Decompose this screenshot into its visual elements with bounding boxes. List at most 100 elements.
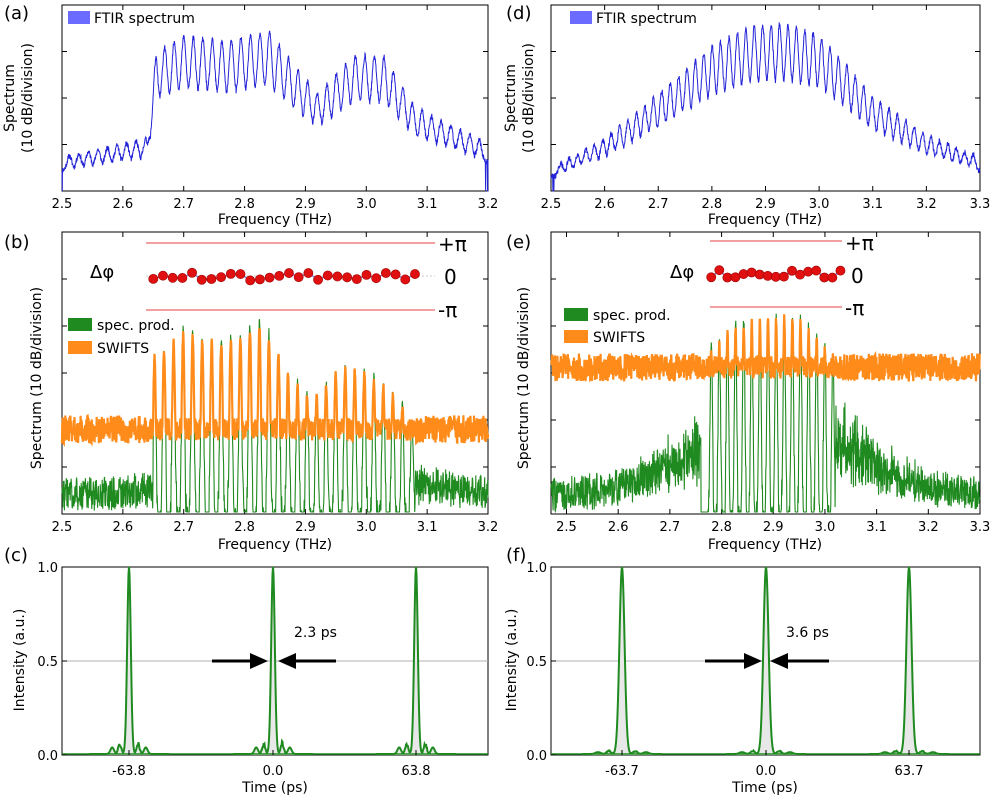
panel-b-phase-point xyxy=(196,274,207,285)
panel-c-fwhm-label: 2.3 ps xyxy=(294,625,337,641)
panel-a-x-tick-label: 2.7 xyxy=(173,197,194,212)
panel-a-ftir-trace xyxy=(61,30,489,192)
panel-e-phase-point xyxy=(779,271,789,282)
panel-e-phase-point xyxy=(714,265,725,276)
panel-b-phase-point xyxy=(187,267,197,278)
panel-a-ylabel-line2: (10 dB/division) xyxy=(20,43,36,153)
panel-b-phase-point xyxy=(371,273,382,284)
panel-e-xlabel: Frequency (THz) xyxy=(708,537,822,553)
panel-f-xlabel: Time (ps) xyxy=(731,780,798,796)
panel-a-legend-label: FTIR spectrum xyxy=(94,11,195,27)
panel-e-phase-point xyxy=(762,270,773,281)
panel-c-pulses xyxy=(62,566,488,755)
panel-f-pulse-fill xyxy=(726,567,806,755)
panel-f-label: (f) xyxy=(506,545,526,566)
panel-b-phase-point xyxy=(380,268,391,278)
panel-c-label: (c) xyxy=(4,545,28,566)
panel-e-phase-points xyxy=(706,265,846,283)
panel-e-phase-point xyxy=(746,267,757,278)
panel-e-minus-pi: -π xyxy=(845,296,864,320)
panel-e-legend-swatch-spec xyxy=(564,308,588,321)
panel-e-x-tick-label: 2.9 xyxy=(763,520,784,535)
panel-b-ticks xyxy=(61,232,489,514)
panel-b-phase-point xyxy=(264,272,275,283)
panel-b-phase-point xyxy=(390,269,401,280)
panel-e-label: (e) xyxy=(506,232,531,253)
panel-b-phase-point xyxy=(225,268,236,279)
panel-b-phase-point xyxy=(284,268,294,278)
panel-f-pulse-2 xyxy=(726,566,806,755)
panel-b-phase-points xyxy=(148,267,420,286)
panel-e-legend-swatch-swifts xyxy=(564,330,588,343)
panel-d-x-tick-label: 2.7 xyxy=(648,197,669,212)
panel-d-x-tick-label: 3.2 xyxy=(916,197,937,212)
panel-f-ticks xyxy=(551,566,910,756)
panel-f-y-tick-label: 0.5 xyxy=(526,655,547,670)
panel-c-pulse-fill xyxy=(376,567,456,755)
panel-a-x-tick-label: 2.5 xyxy=(52,197,73,212)
panel-b-ylabel: Spectrum (10 dB/division) xyxy=(29,287,45,469)
panel-b-x-tick-label: 2.7 xyxy=(173,520,194,535)
panel-b-legend-swifts: SWIFTS xyxy=(97,341,149,357)
panel-a-xlabel: Frequency (THz) xyxy=(218,212,332,228)
panel-e-x-tick-label: 3.0 xyxy=(815,520,836,535)
panel-b-phase-point xyxy=(167,272,178,283)
panel-c-y-tick-label: 0.5 xyxy=(37,655,58,670)
panel-e-x-tick-label: 2.8 xyxy=(711,520,732,535)
panel-b-phase-point xyxy=(206,274,217,284)
panel-d-x-tick-label: 3.1 xyxy=(862,197,883,212)
panel-f-x-tick-labels: -63.7 0.0 63.7 xyxy=(605,764,923,779)
panel-a-x-tick-label: 2.8 xyxy=(234,197,255,212)
panel-e-phase-point xyxy=(738,269,749,279)
panel-c-left-arrow-head xyxy=(250,653,268,669)
panel-b-spec-prod-trace xyxy=(61,318,489,514)
panel-e-x-tick-label: 2.5 xyxy=(556,520,577,535)
panel-c-xlabel: Time (ps) xyxy=(241,780,308,796)
panel-a-x-tick-label: 3.2 xyxy=(478,197,499,212)
panel-e-x-tick-label: 3.2 xyxy=(918,520,939,535)
panel-b-x-tick-label: 3.2 xyxy=(478,520,499,535)
panel-f-x-tick-label: 63.7 xyxy=(895,764,924,779)
panel-c-right-arrow-head xyxy=(278,653,296,669)
panel-a-x-tick-labels: 2.5 2.6 2.7 2.8 2.9 3.0 3.1 3.2 xyxy=(52,197,499,212)
panel-b-phase-point xyxy=(177,273,188,283)
panel-c: 2.3 ps 0.00.51.0 -63.8 0.0 63.8 Time (ps) … xyxy=(4,545,489,796)
panel-b-plus-pi: +π xyxy=(438,232,467,256)
panel-f-left-arrow-head xyxy=(744,653,762,669)
panel-e-phase-point xyxy=(827,272,838,283)
panel-f-pulse-fill xyxy=(869,567,949,755)
panel-a: FTIR spectrum 2.5 2.6 2.7 2.8 2.9 3.0 3.1 3.2 F… xyxy=(2,3,498,228)
panel-d-x-tick-label: 2.9 xyxy=(755,197,776,212)
panel-e-phase-inset: Δφ +π 0 -π xyxy=(670,231,874,320)
panel-e-ylabel: Spectrum (10 dB/division) xyxy=(516,287,532,469)
panel-e-x-tick-label: 3.3 xyxy=(970,520,991,535)
panel-b-swifts-trace xyxy=(60,328,490,448)
panel-d-x-tick-labels: 2.5 2.6 2.7 2.8 2.9 3.0 3.1 3.2 3.3 xyxy=(541,197,991,212)
panel-b-phase-point xyxy=(293,272,304,283)
panel-b-x-tick-label: 2.6 xyxy=(113,520,134,535)
panel-a-ylabel-line1: Spectrum xyxy=(2,64,18,132)
panel-d-ylabel-line1: Spectrum xyxy=(503,64,519,132)
panel-b-phase-point xyxy=(351,274,362,285)
panel-b-phase-point xyxy=(274,270,285,281)
panel-e-x-tick-label: 2.6 xyxy=(608,520,629,535)
panel-d-ticks xyxy=(550,5,981,191)
panel-d-ylabel-line2: (10 dB/division) xyxy=(521,43,537,153)
panel-b-x-tick-label: 2.8 xyxy=(234,520,255,535)
panel-f-pulse-fill xyxy=(582,567,662,755)
panel-e-phase-point xyxy=(803,266,814,277)
panel-c-pulse-fill xyxy=(89,567,169,755)
panel-d-x-tick-label: 2.6 xyxy=(594,197,615,212)
panel-e-legend-swifts: SWIFTS xyxy=(593,330,645,346)
panel-b-phase-point xyxy=(400,274,411,285)
panel-b-minus-pi: -π xyxy=(438,298,457,322)
panel-f-y-tick-label: 1.0 xyxy=(526,561,547,576)
panel-e-x-tick-labels: 2.5 2.6 2.7 2.8 2.9 3.0 3.1 3.2 3.3 xyxy=(556,520,990,535)
panel-e-x-tick-label: 2.7 xyxy=(660,520,681,535)
panel-b-phase-point xyxy=(245,275,256,286)
panel-b-legend-swatch-spec xyxy=(68,318,92,331)
panel-c-y-tick-label: 0.0 xyxy=(37,749,58,764)
panel-d-label: (d) xyxy=(506,3,531,24)
panel-a-ticks xyxy=(61,5,489,191)
panel-e-phase-point xyxy=(787,265,797,276)
